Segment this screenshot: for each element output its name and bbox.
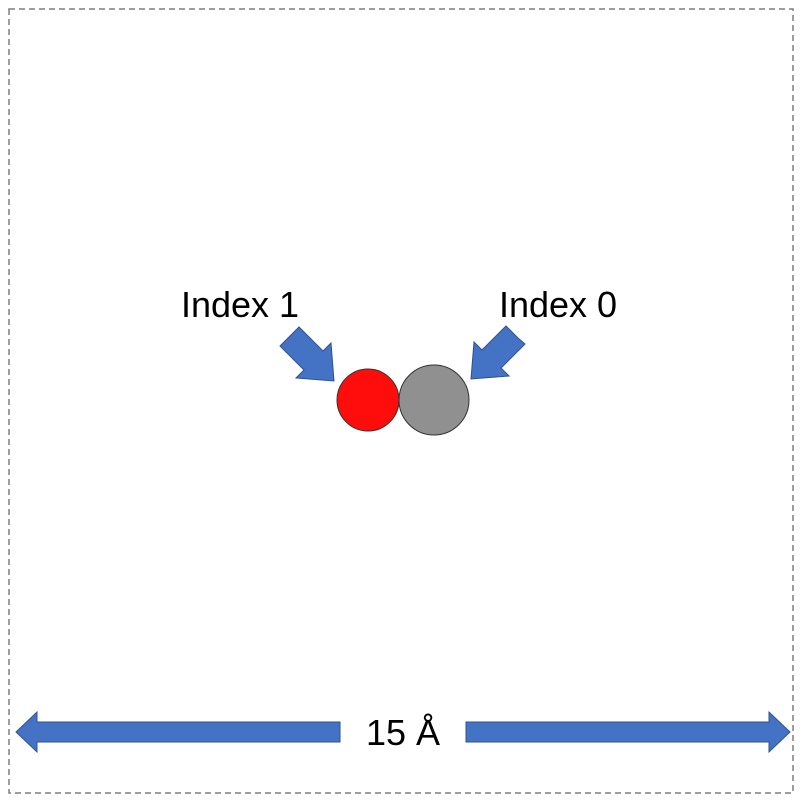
index-0-label: Index 0 <box>499 284 617 325</box>
simulation-box <box>8 8 794 794</box>
atom-index-0 <box>398 364 470 436</box>
index-1-pointer-arrow <box>279 326 335 382</box>
atom-index-1 <box>336 368 400 432</box>
dimension-label: 15 Å <box>366 712 440 753</box>
dimension-right-arrow <box>465 710 791 754</box>
index-1-label: Index 1 <box>181 284 299 325</box>
index-0-pointer-arrow <box>470 325 526 380</box>
dimension-left-arrow <box>15 710 341 754</box>
